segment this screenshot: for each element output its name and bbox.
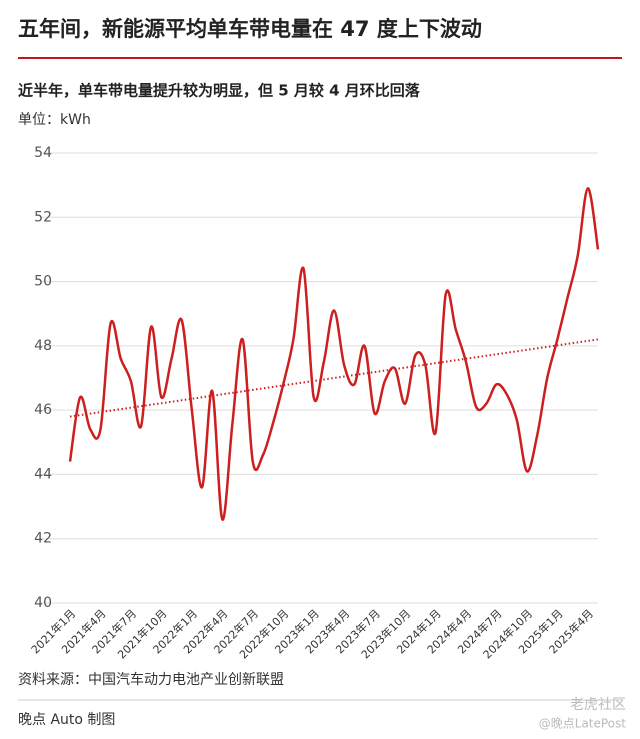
y-tick-label: 52: [34, 209, 52, 225]
y-axis-label: 单位：kWh: [18, 112, 91, 128]
watermark: @晚点LatePost: [539, 717, 627, 731]
y-tick-label: 48: [34, 338, 52, 354]
y-tick-label: 42: [34, 531, 52, 547]
y-tick-label: 44: [34, 466, 52, 482]
y-tick-label: 50: [34, 274, 52, 290]
subtitle: 近半年，单车带电量提升较为明显，但 5 月较 4 月环比回落: [18, 82, 421, 100]
credit: 晚点 Auto 制图: [18, 712, 115, 728]
watermark: 老虎社区: [570, 697, 626, 713]
source: 资料来源：中国汽车动力电池产业创新联盟: [18, 671, 284, 688]
y-tick-label: 46: [34, 402, 52, 418]
y-tick-label: 54: [34, 145, 52, 161]
chart-title: 五年间，新能源平均单车带电量在 47 度上下波动: [18, 17, 482, 41]
trend-line: [69, 338, 599, 418]
line-series: [68, 187, 600, 521]
y-tick-label: 40: [34, 595, 52, 611]
